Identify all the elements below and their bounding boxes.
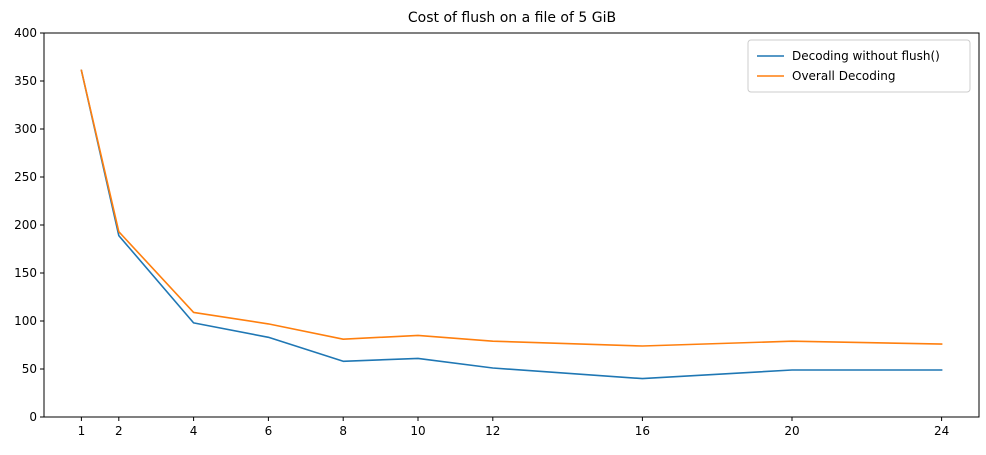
chart-title: Cost of flush on a file of 5 GiB	[408, 10, 616, 26]
x-tick-label: 8	[339, 424, 347, 438]
series-group	[80, 69, 943, 380]
y-tick-label: 250	[14, 170, 37, 184]
y-tick-label: 150	[14, 266, 37, 280]
x-tick-label: 6	[265, 424, 273, 438]
x-tick-label: 1	[78, 424, 86, 438]
y-tick-label: 300	[14, 122, 37, 136]
x-tick-label: 4	[190, 424, 198, 438]
legend-box	[747, 39, 971, 93]
y-tick-label: 0	[29, 410, 37, 424]
y-axis: 0 50 100 150 200 250 300 350 400	[14, 26, 44, 424]
series-line-1	[80, 69, 943, 347]
x-tick-label: 24	[934, 424, 949, 438]
y-tick-label: 400	[14, 26, 37, 40]
x-tick-label: 10	[410, 424, 425, 438]
plot-area	[43, 32, 980, 418]
legend: Decoding without flush() Overall Decoding	[747, 39, 971, 93]
series-line-0	[80, 69, 943, 380]
y-tick-label: 200	[14, 218, 37, 232]
legend-label-0: Decoding without flush()	[792, 49, 940, 63]
y-tick-label: 50	[22, 362, 37, 376]
x-tick-label: 12	[485, 424, 500, 438]
legend-label-1: Overall Decoding	[792, 69, 895, 83]
x-tick-label: 16	[635, 424, 650, 438]
x-tick-label: 2	[115, 424, 123, 438]
y-tick-label: 100	[14, 314, 37, 328]
x-axis: 1 2 4 6 8 10 12 16 20 24	[78, 417, 949, 438]
y-tick-label: 350	[14, 74, 37, 88]
x-tick-label: 20	[784, 424, 799, 438]
